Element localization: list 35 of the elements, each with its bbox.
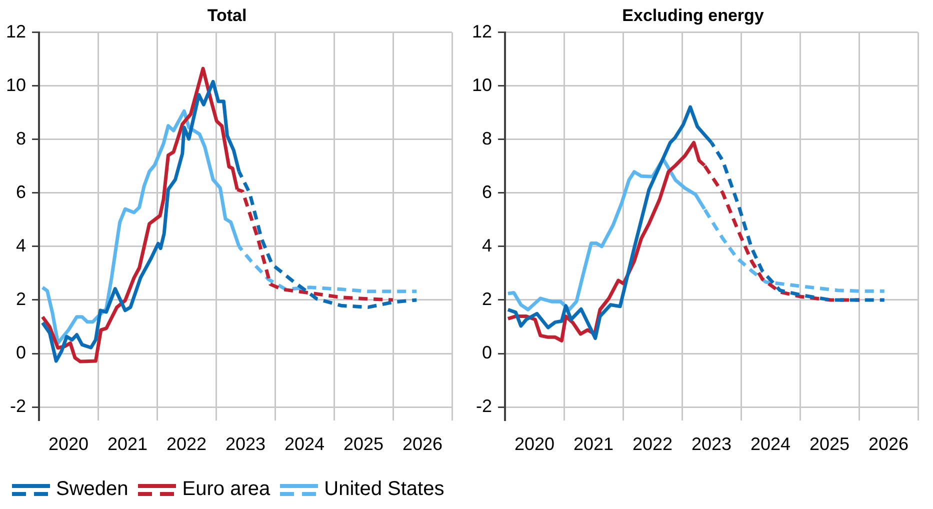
x-tick-label: 2020 <box>514 434 555 454</box>
x-tick-label: 2024 <box>750 434 791 454</box>
x-tick-label: 2026 <box>402 434 443 454</box>
x-tick-label: 2025 <box>809 434 850 454</box>
x-tick-label: 2022 <box>632 434 673 454</box>
y-tick-label: 12 <box>472 21 492 42</box>
x-tick-label: 2024 <box>284 434 325 454</box>
y-tick-label: 8 <box>16 128 26 148</box>
x-tick-label: 2025 <box>343 434 384 454</box>
x-tick-label: 2020 <box>48 434 89 454</box>
y-tick-label: 12 <box>6 21 26 42</box>
legend-label: Euro area <box>182 478 270 501</box>
x-tick-label: 2023 <box>691 434 732 454</box>
chart-title: Excluding energy <box>622 6 764 25</box>
y-tick-label: 4 <box>482 235 492 256</box>
y-tick-label: 10 <box>6 74 26 95</box>
x-tick-label: 2023 <box>225 434 266 454</box>
y-tick-label: 6 <box>482 182 492 202</box>
legend-label: United States <box>324 478 444 501</box>
x-tick-label: 2021 <box>573 434 614 454</box>
chart-title: Total <box>207 6 247 25</box>
y-tick-label: -2 <box>10 396 26 416</box>
y-tick-label: 8 <box>482 128 492 148</box>
x-tick-label: 2022 <box>166 434 207 454</box>
y-tick-label: 2 <box>16 288 26 309</box>
y-tick-label: 0 <box>16 342 26 362</box>
y-tick-label: 6 <box>16 182 26 202</box>
y-tick-label: 10 <box>472 74 492 95</box>
y-tick-label: -2 <box>476 396 492 416</box>
y-tick-label: 0 <box>482 342 492 362</box>
y-tick-label: 2 <box>482 288 492 309</box>
legend-label: Sweden <box>56 478 128 501</box>
y-tick-label: 4 <box>16 235 26 256</box>
x-tick-label: 2021 <box>107 434 148 454</box>
x-tick-label: 2026 <box>868 434 909 454</box>
